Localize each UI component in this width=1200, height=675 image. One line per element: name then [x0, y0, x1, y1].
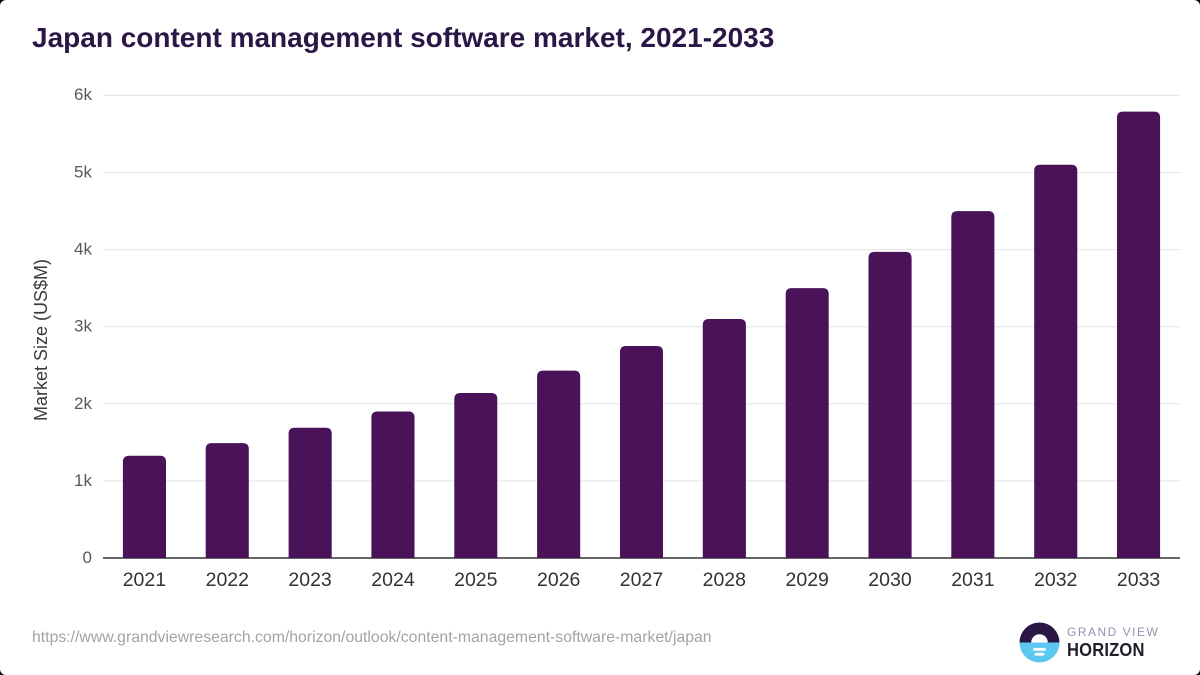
svg-text:1k: 1k	[74, 471, 92, 490]
svg-text:3k: 3k	[74, 317, 92, 336]
svg-text:2021: 2021	[123, 569, 166, 591]
svg-text:2026: 2026	[537, 569, 580, 591]
svg-text:2022: 2022	[206, 569, 249, 591]
svg-text:2027: 2027	[620, 569, 663, 591]
svg-text:2028: 2028	[703, 569, 746, 591]
svg-text:2031: 2031	[951, 569, 994, 591]
svg-text:2030: 2030	[868, 569, 912, 591]
svg-text:2032: 2032	[1034, 569, 1077, 591]
svg-text:2033: 2033	[1117, 569, 1160, 591]
svg-text:2024: 2024	[371, 569, 415, 591]
svg-text:0: 0	[83, 548, 92, 567]
svg-text:2k: 2k	[74, 394, 92, 413]
svg-text:2023: 2023	[288, 569, 331, 591]
svg-text:2025: 2025	[454, 569, 498, 591]
svg-text:6k: 6k	[74, 85, 92, 104]
svg-text:4k: 4k	[74, 240, 92, 259]
svg-text:2029: 2029	[786, 569, 829, 591]
svg-text:5k: 5k	[74, 163, 92, 182]
